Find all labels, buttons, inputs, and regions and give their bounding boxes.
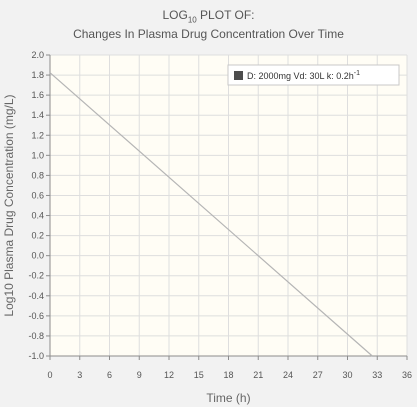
x-tick-label: 18 <box>223 370 233 380</box>
x-tick-label: 12 <box>164 370 174 380</box>
y-tick-label: -0.8 <box>28 331 44 341</box>
y-tick-label: 1.6 <box>31 90 44 100</box>
x-tick-label: 24 <box>283 370 293 380</box>
x-tick-label: 6 <box>107 370 112 380</box>
y-tick-label: 0.4 <box>31 211 44 221</box>
x-tick-label: 27 <box>313 370 323 380</box>
y-tick-label: 1.0 <box>31 150 44 160</box>
y-tick-label: 0.2 <box>31 231 44 241</box>
chart-title: LOG10 PLOT OF: <box>162 8 255 25</box>
y-tick-label: 1.2 <box>31 130 44 140</box>
y-tick-label: -0.4 <box>28 291 44 301</box>
y-tick-label: -0.6 <box>28 311 44 321</box>
x-tick-label: 15 <box>194 370 204 380</box>
x-tick-label: 33 <box>372 370 382 380</box>
legend-label: D: 2000mg Vd: 30L k: 0.2h-1 <box>247 70 360 81</box>
y-tick-label: -1.0 <box>28 351 44 361</box>
y-tick-label: 1.8 <box>31 70 44 80</box>
x-tick-label: 36 <box>402 370 412 380</box>
y-tick-label: 0.6 <box>31 190 44 200</box>
y-tick-label: 1.4 <box>31 110 44 120</box>
y-tick-label: 0.8 <box>31 170 44 180</box>
x-axis-label: Time (h) <box>206 391 250 405</box>
y-tick-label: -0.2 <box>28 271 44 281</box>
y-tick-label: 2.0 <box>31 50 44 60</box>
y-axis-label: Log10 Plasma Drug Concentration (mg/L) <box>2 94 16 316</box>
x-axis-ticks: 0 3 6 9 12 15 18 21 24 27 30 33 36 <box>47 356 412 380</box>
legend-box <box>227 64 400 86</box>
y-axis-ticks: -1.0 -0.8 -0.6 -0.4 -0.2 0.0 0.2 0.4 0.6 0.8 1.0 1.… <box>28 50 50 361</box>
x-tick-label: 3 <box>77 370 82 380</box>
x-tick-label: 21 <box>253 370 263 380</box>
legend[interactable]: D: 2000mg Vd: 30L k: 0.2h-1 <box>227 64 400 86</box>
chart-subtitle: Changes In Plasma Drug Concentration Ove… <box>73 27 344 41</box>
series-line <box>49 72 373 357</box>
x-tick-label: 9 <box>137 370 142 380</box>
series-group <box>49 72 373 357</box>
y-tick-label: 0.0 <box>31 251 44 261</box>
legend-swatch <box>234 71 243 80</box>
x-tick-label: 30 <box>342 370 352 380</box>
x-tick-label: 0 <box>47 370 52 380</box>
